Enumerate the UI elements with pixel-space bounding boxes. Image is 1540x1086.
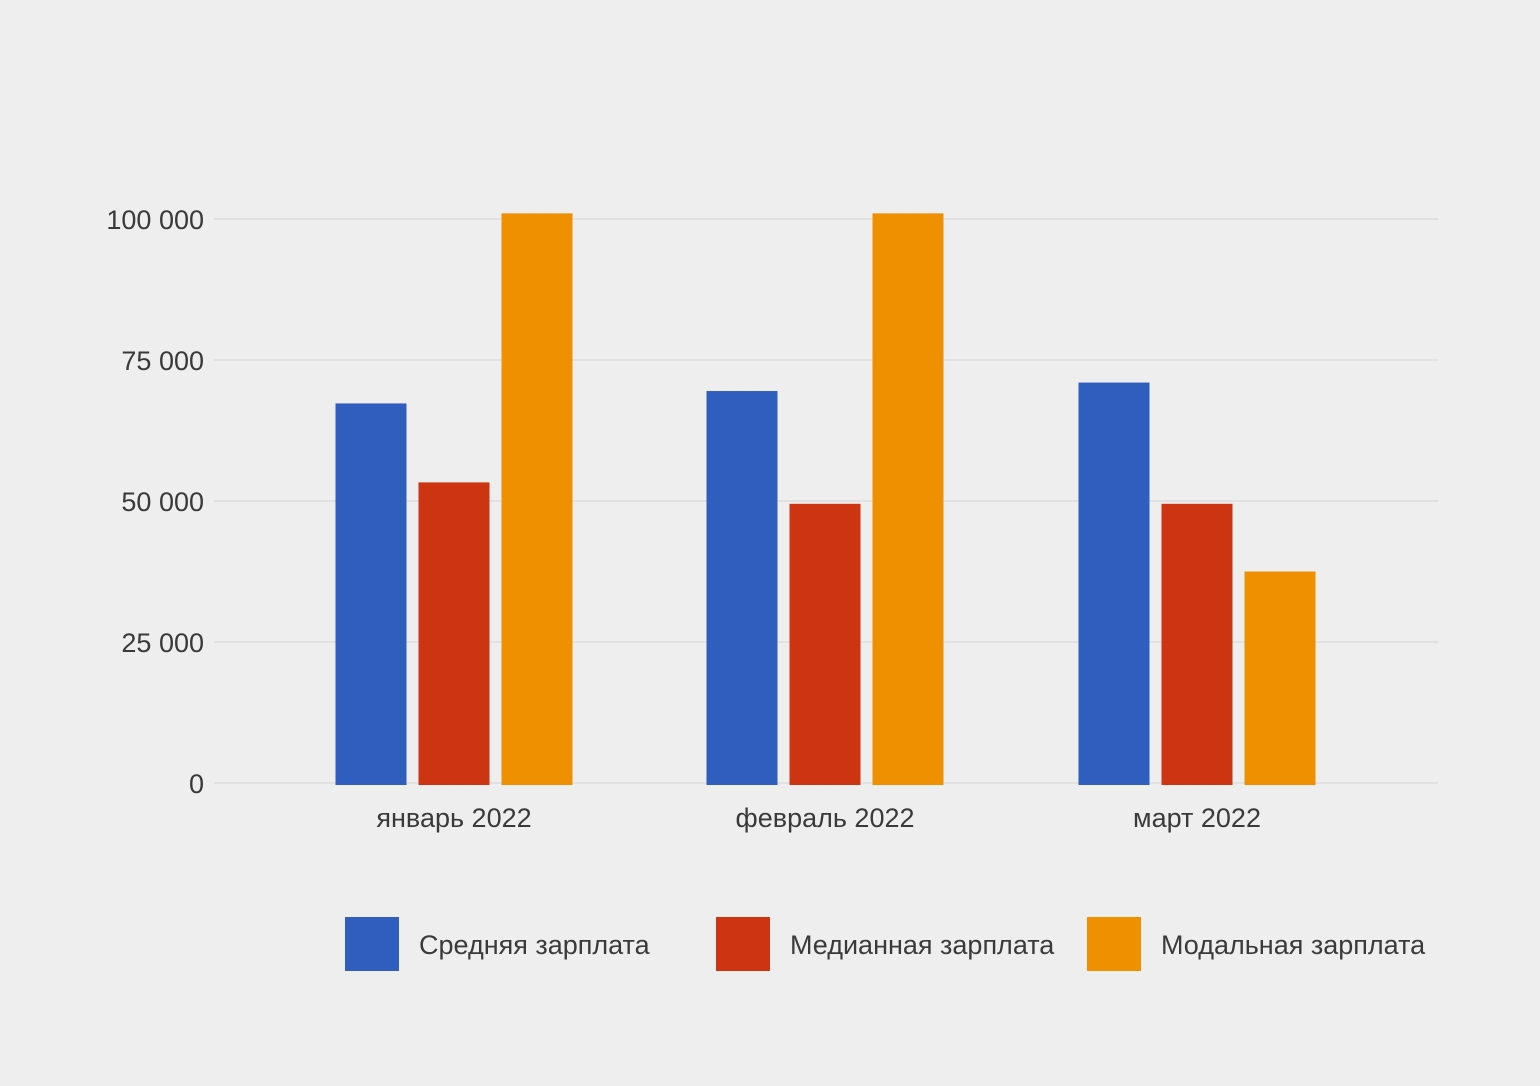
legend-item: Медианная зарплата <box>716 917 1055 971</box>
legend-label: Средняя зарплата <box>419 930 651 960</box>
y-axis-ticks: 0 25 000 50 000 75 000 100 000 <box>106 205 204 799</box>
legend-label: Медианная зарплата <box>790 930 1055 960</box>
bar-2-1 <box>418 482 490 785</box>
x-tick-label: январь 2022 <box>376 803 531 833</box>
bar-2-2 <box>789 503 861 785</box>
y-tick-label: 100 000 <box>106 205 204 235</box>
bar-1-3 <box>1078 382 1150 785</box>
legend-swatch <box>1087 917 1141 971</box>
bar-1-2 <box>706 391 778 785</box>
x-tick-label: март 2022 <box>1133 803 1261 833</box>
gridlines <box>214 218 1438 784</box>
legend-item: Средняя зарплата <box>345 917 651 971</box>
bar-3-1 <box>501 213 573 786</box>
legend-item: Модальная зарплата <box>1087 917 1426 971</box>
bar-3-2 <box>872 213 944 786</box>
y-tick-label: 25 000 <box>121 628 204 658</box>
legend-swatch <box>716 917 770 971</box>
bar-3-3 <box>1244 571 1316 785</box>
x-tick-label: февраль 2022 <box>736 803 915 833</box>
y-tick-label: 0 <box>189 769 204 799</box>
y-tick-label: 75 000 <box>121 346 204 376</box>
legend-swatch <box>345 917 399 971</box>
y-tick-label: 50 000 <box>121 487 204 517</box>
bar-2-3 <box>1161 503 1233 785</box>
bar-1-1 <box>335 403 407 785</box>
legend-label: Модальная зарплата <box>1161 930 1426 960</box>
legend: Средняя зарплата Медианная зарплата Модаль… <box>345 917 1426 971</box>
x-axis-ticks: январь 2022 февраль 2022 март 2022 <box>376 803 1261 833</box>
bars <box>335 213 1316 786</box>
